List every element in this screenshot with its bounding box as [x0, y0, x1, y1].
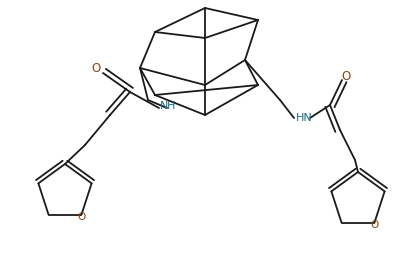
Text: O: O	[77, 212, 86, 222]
Text: O: O	[370, 220, 378, 230]
Text: O: O	[92, 61, 101, 75]
Text: HN: HN	[296, 113, 313, 123]
Text: O: O	[342, 70, 351, 84]
Text: H: H	[167, 101, 175, 111]
Text: N: N	[160, 101, 168, 111]
